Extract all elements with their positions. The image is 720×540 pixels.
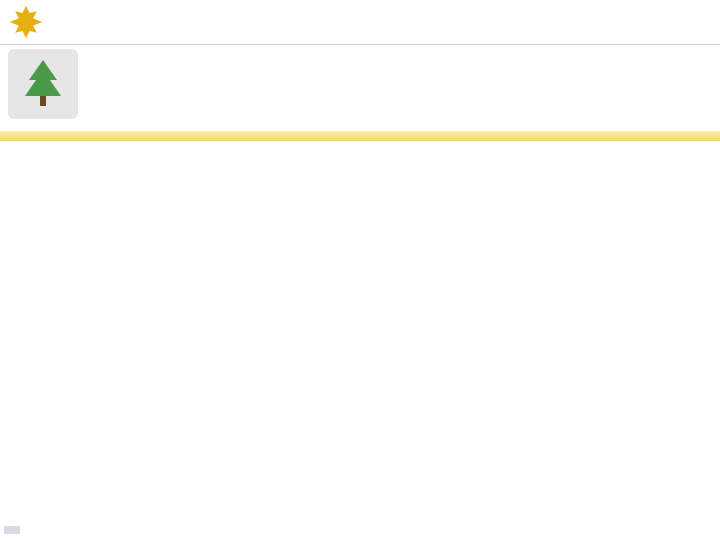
title-row (0, 45, 720, 123)
description (0, 123, 720, 131)
sub-charts (0, 141, 720, 153)
bottom-row (0, 153, 720, 159)
program-logo (8, 49, 78, 119)
tree-icon (21, 58, 65, 110)
crest-icon (8, 4, 44, 40)
section-band (0, 131, 720, 141)
header (0, 0, 720, 45)
page-number (4, 526, 20, 534)
